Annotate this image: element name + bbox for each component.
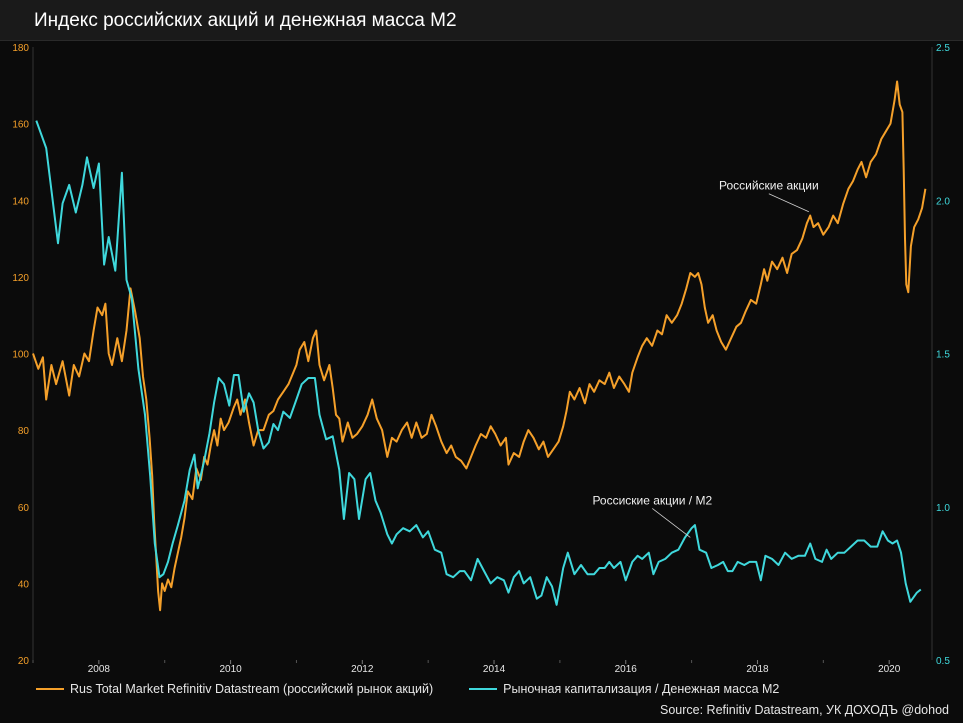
y-right-tick-label-2: 1.5 bbox=[936, 350, 950, 361]
y-left-tick-label-7: 160 bbox=[12, 120, 29, 131]
y-left-tick-label-0: 20 bbox=[18, 656, 30, 667]
legend-item-ratio: Рыночная капитализация / Денежная масса … bbox=[469, 682, 779, 696]
y-left-tick-label-3: 80 bbox=[18, 426, 30, 437]
annotation-leader-1 bbox=[652, 508, 691, 538]
x-tick-label-5: 2018 bbox=[746, 664, 769, 675]
chart-title: Индекс российских акций и денежная масса… bbox=[34, 10, 457, 31]
y-left-tick-label-6: 140 bbox=[12, 196, 29, 207]
legend-swatch-stocks bbox=[36, 688, 64, 690]
annotation-label-1: Россиские акции / М2 bbox=[592, 493, 712, 507]
y-right-tick-label-1: 1.0 bbox=[936, 503, 950, 514]
legend: Rus Total Market Refinitiv Datastream (р… bbox=[36, 682, 815, 696]
series-line-stocks bbox=[32, 80, 927, 612]
x-tick-label-6: 2020 bbox=[878, 664, 901, 675]
x-tick-label-1: 2010 bbox=[219, 664, 242, 675]
legend-label-stocks: Rus Total Market Refinitiv Datastream (р… bbox=[70, 682, 434, 696]
legend-label-ratio: Рыночная капитализация / Денежная масса … bbox=[503, 682, 780, 696]
y-left-tick-label-4: 100 bbox=[12, 350, 29, 361]
source-note: Source: Refinitiv Datastream, УК ДОХОДЪ … bbox=[659, 703, 949, 717]
x-tick-label-3: 2014 bbox=[483, 664, 506, 675]
annotation-label-0: Российские акции bbox=[719, 179, 819, 193]
title-bar: Индекс российских акций и денежная масса… bbox=[0, 0, 963, 41]
y-left-tick-label-2: 60 bbox=[18, 503, 30, 514]
x-tick-label-4: 2016 bbox=[615, 664, 638, 675]
y-right-tick-label-4: 2.5 bbox=[936, 43, 950, 54]
x-tick-label-2: 2012 bbox=[351, 664, 374, 675]
y-right-tick-label-3: 2.0 bbox=[936, 196, 950, 207]
legend-item-stocks: Rus Total Market Refinitiv Datastream (р… bbox=[36, 682, 433, 696]
y-left-tick-label-8: 180 bbox=[12, 43, 29, 54]
annotation-leader-0 bbox=[768, 193, 810, 213]
y-left-tick-label-1: 40 bbox=[18, 579, 30, 590]
y-left-tick-label-5: 120 bbox=[12, 273, 29, 284]
y-right-tick-label-0: 0.5 bbox=[936, 656, 950, 667]
legend-swatch-ratio bbox=[469, 688, 498, 690]
x-tick-label-0: 2008 bbox=[88, 664, 111, 675]
series-line-ratio bbox=[35, 120, 922, 606]
